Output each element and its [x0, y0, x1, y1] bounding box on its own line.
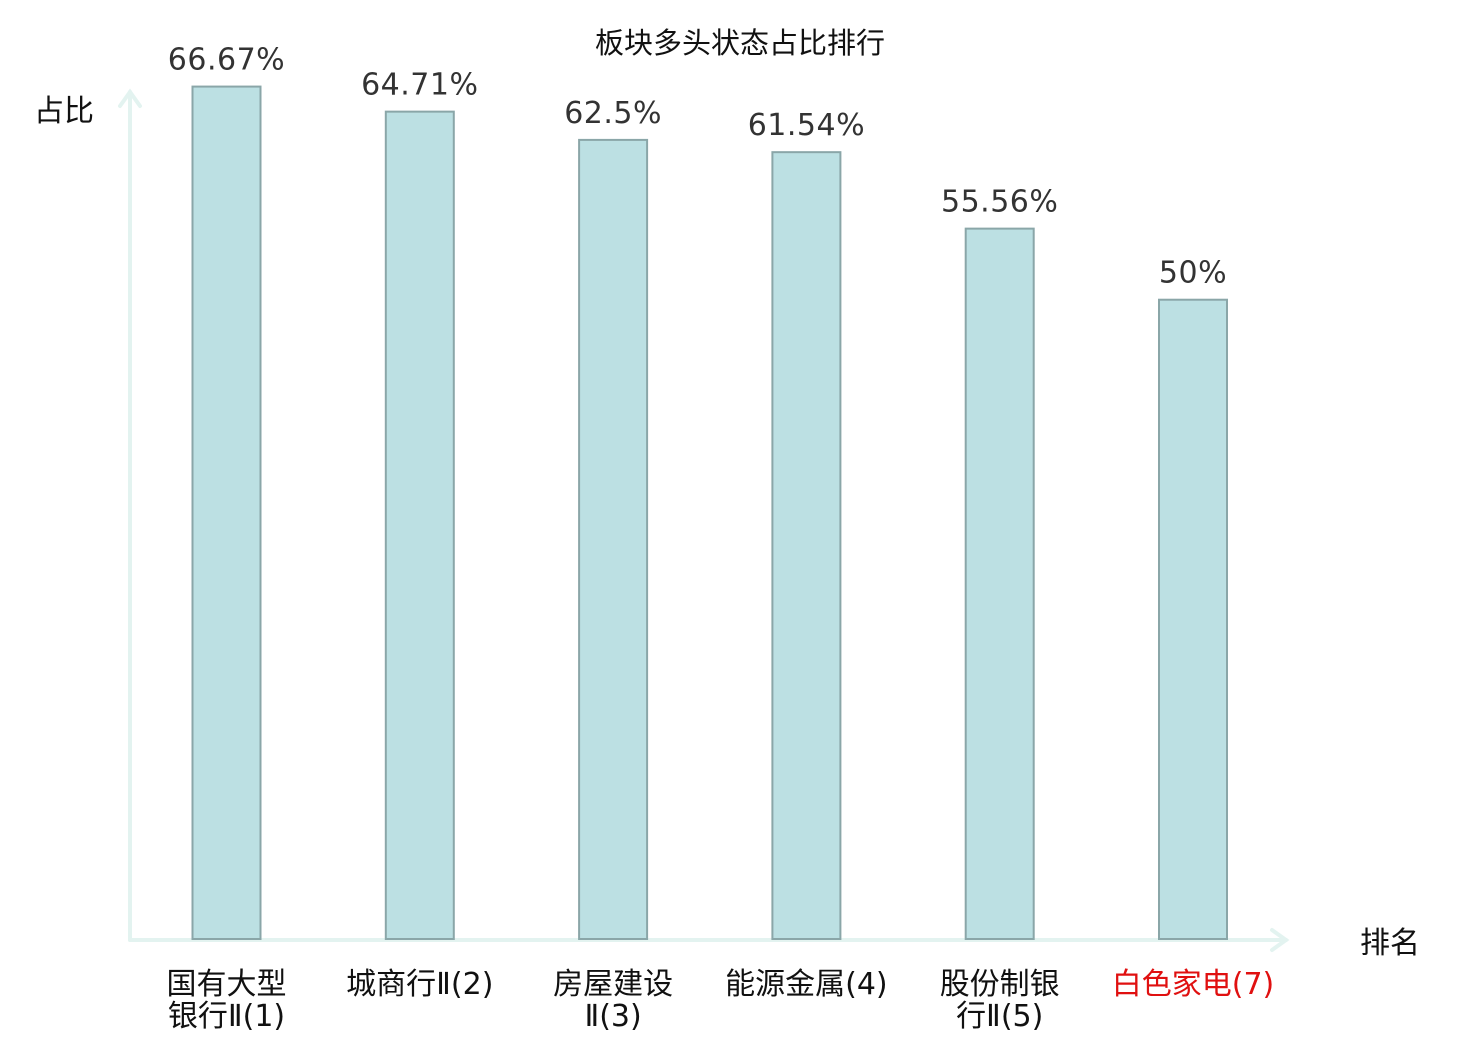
value-label-5: 55.56% — [941, 185, 1058, 220]
value-label-2: 64.71% — [361, 68, 478, 103]
category-label-3-line-2: Ⅱ(3) — [584, 999, 641, 1034]
value-label-3: 62.5% — [564, 96, 662, 131]
category-label-3: 房屋建设 Ⅱ(3) — [553, 967, 673, 1034]
value-label-6: 50% — [1159, 256, 1227, 291]
value-label-4: 61.54% — [748, 108, 865, 143]
category-label-2-line-1: 城商行Ⅱ(2) — [346, 967, 493, 1002]
category-labels: 国有大型银行Ⅱ(1) 城商行Ⅱ(2) 房屋建设 Ⅱ(3) 能源金属(4) 股份制银行Ⅱ(5… — [167, 967, 1275, 1034]
category-label-6: 白色家电(7) — [1112, 967, 1275, 1002]
category-label-1-line-2: 银行Ⅱ(1) — [168, 999, 285, 1034]
x-axis — [128, 928, 1290, 952]
category-label-1-line-1: 国有大型 — [167, 967, 287, 1002]
x-axis-label: 排名 — [1360, 926, 1420, 961]
bar-6 — [1158, 298, 1228, 940]
category-label-5: 股份制银行Ⅱ(5) — [940, 967, 1060, 1034]
category-label-6-line-1: 白色家电(7) — [1112, 967, 1275, 1002]
bar-4 — [771, 151, 842, 941]
x-axis-arrow — [1270, 928, 1290, 952]
y-axis-arrow — [118, 88, 142, 108]
bar-3 — [578, 138, 649, 940]
category-label-4-line-1: 能源金属(4) — [725, 967, 888, 1002]
bar-1 — [191, 85, 262, 941]
value-labels: 66.67% 64.71% 62.5% 61.54% 55.56% 50% — [168, 43, 1227, 291]
y-axis — [118, 88, 142, 942]
bar-5 — [964, 227, 1035, 940]
value-label-1: 66.67% — [168, 43, 285, 78]
bar-2 — [384, 110, 455, 941]
category-label-3-line-1: 房屋建设 — [553, 967, 673, 1002]
bars — [191, 85, 1228, 941]
category-label-2: 城商行Ⅱ(2) — [346, 967, 493, 1002]
category-label-5-line-1: 股份制银 — [940, 967, 1060, 1002]
chart-title: 板块多头状态占比排行 — [595, 26, 885, 60]
category-label-4: 能源金属(4) — [725, 967, 888, 1002]
category-label-5-line-2: 行Ⅱ(5) — [956, 999, 1043, 1034]
y-axis-label: 占比 — [34, 94, 94, 129]
category-label-1: 国有大型银行Ⅱ(1) — [167, 967, 287, 1034]
